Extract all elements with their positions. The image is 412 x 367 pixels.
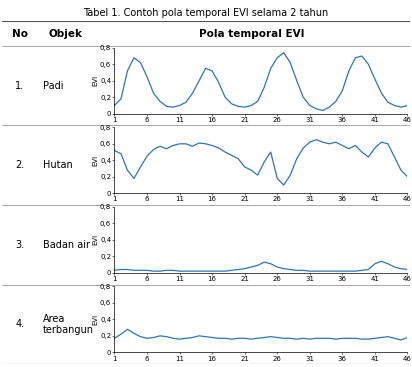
Y-axis label: EVI: EVI — [92, 75, 98, 86]
Text: Hutan: Hutan — [43, 160, 73, 170]
Text: 1.: 1. — [15, 81, 25, 91]
Text: 3.: 3. — [15, 240, 25, 250]
Text: 4.: 4. — [15, 319, 25, 329]
Text: No: No — [12, 29, 28, 39]
Text: Badan air: Badan air — [43, 240, 90, 250]
Y-axis label: EVI: EVI — [92, 314, 98, 325]
Text: Objek: Objek — [49, 29, 83, 39]
Text: Padi: Padi — [43, 81, 63, 91]
Y-axis label: EVI: EVI — [92, 155, 98, 166]
Text: Tabel 1. Contoh pola temporal EVI selama 2 tahun: Tabel 1. Contoh pola temporal EVI selama… — [83, 8, 329, 18]
Y-axis label: EVI: EVI — [92, 234, 98, 246]
Text: Area
terbangun: Area terbangun — [43, 313, 94, 335]
Text: Pola temporal EVI: Pola temporal EVI — [199, 29, 304, 39]
Text: 2.: 2. — [15, 160, 25, 170]
